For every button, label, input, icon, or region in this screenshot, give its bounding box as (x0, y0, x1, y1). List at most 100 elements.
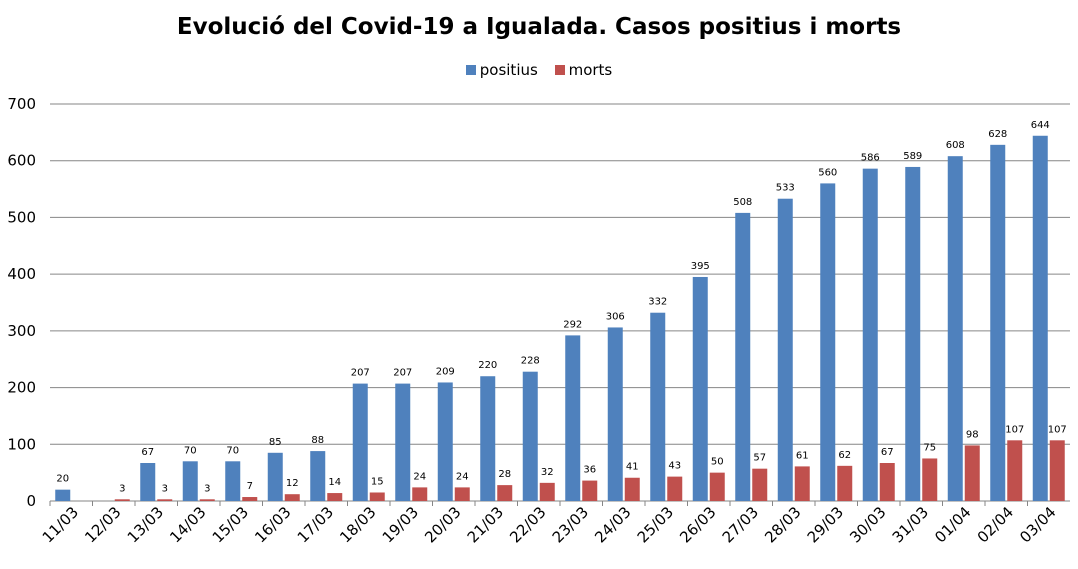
data-label-morts: 24 (413, 471, 426, 482)
bar-positius (650, 312, 666, 501)
data-label-positius: 508 (733, 197, 752, 208)
x-tick-label: 30/03 (846, 503, 889, 546)
data-label-morts: 28 (498, 469, 511, 480)
bar-morts (242, 497, 258, 501)
x-tick-label: 16/03 (251, 503, 294, 546)
data-label-positius: 70 (184, 445, 197, 456)
bar-positius (140, 463, 156, 501)
data-label-positius: 220 (478, 360, 497, 371)
y-tick-label: 300 (7, 322, 36, 340)
bar-morts (1007, 440, 1023, 501)
data-label-positius: 306 (606, 311, 625, 322)
data-label-morts: 98 (966, 429, 979, 440)
x-tick-label: 17/03 (294, 503, 337, 546)
y-tick-label: 0 (26, 492, 36, 510)
data-label-morts: 107 (1048, 424, 1067, 435)
data-label-morts: 3 (162, 483, 168, 494)
data-label-positius: 395 (691, 261, 710, 272)
bar-positius (480, 376, 496, 501)
x-tick-label: 19/03 (379, 503, 422, 546)
data-label-positius: 20 (56, 474, 69, 485)
bar-positius (522, 371, 538, 501)
data-label-morts: 14 (328, 477, 341, 488)
data-label-morts: 3 (204, 483, 210, 494)
data-label-positius: 207 (351, 368, 370, 379)
data-label-morts: 15 (371, 476, 384, 487)
bar-morts (539, 482, 555, 501)
bar-positius (862, 168, 878, 501)
bar-morts (284, 494, 300, 501)
x-tick-label: 29/03 (804, 503, 847, 546)
data-label-positius: 608 (946, 140, 965, 151)
bar-positius (182, 461, 198, 501)
bar-morts (327, 493, 343, 501)
x-tick-label: 13/03 (124, 503, 167, 546)
data-label-morts: 67 (881, 447, 894, 458)
y-tick-label: 100 (7, 435, 36, 453)
data-label-positius: 70 (226, 445, 239, 456)
bar-morts (412, 487, 428, 501)
x-tick-label: 31/03 (889, 503, 932, 546)
data-label-morts: 57 (753, 453, 766, 464)
chart-title: Evolució del Covid-19 a Igualada. Casos … (176, 14, 902, 40)
y-tick-label: 400 (7, 265, 36, 283)
bar-morts (157, 499, 173, 501)
data-label-morts: 41 (626, 462, 639, 473)
bar-positius (565, 335, 581, 501)
x-tick-label: 22/03 (506, 503, 549, 546)
data-label-morts: 62 (838, 450, 851, 461)
data-label-positius: 85 (269, 437, 282, 448)
bar-morts (497, 485, 513, 501)
data-label-positius: 209 (436, 366, 455, 377)
x-tick-label: 18/03 (336, 503, 379, 546)
bar-morts (1049, 440, 1065, 501)
data-label-positius: 560 (818, 167, 837, 178)
x-tick-label: 23/03 (549, 503, 592, 546)
legend-label-morts: morts (568, 61, 613, 79)
data-label-morts: 7 (247, 481, 253, 492)
bar-morts (114, 499, 130, 501)
data-label-morts: 50 (711, 457, 724, 468)
bar-positius (310, 451, 326, 501)
data-label-positius: 228 (521, 356, 540, 367)
x-tick-label: 01/04 (931, 503, 974, 546)
data-label-morts: 32 (541, 467, 554, 478)
bar-positius (735, 212, 751, 502)
x-tick-label: 28/03 (761, 503, 804, 546)
bar-positius (947, 156, 963, 502)
bar-morts (837, 465, 853, 501)
x-tick-label: 21/03 (464, 503, 507, 546)
bar-morts (964, 445, 980, 501)
y-tick-label: 700 (7, 95, 36, 113)
bar-morts (199, 499, 215, 501)
data-label-morts: 24 (456, 471, 469, 482)
data-label-morts: 36 (583, 465, 596, 476)
legend-item-positius: positius (465, 61, 538, 79)
data-label-morts: 12 (286, 478, 299, 489)
data-label-positius: 589 (903, 151, 922, 162)
bar-positius (692, 276, 708, 501)
x-tick-label: 25/03 (634, 503, 677, 546)
bar-morts (624, 477, 640, 501)
data-label-morts: 3 (119, 483, 125, 494)
x-tick-label: 12/03 (81, 503, 124, 546)
data-label-positius: 332 (648, 297, 667, 308)
bar-morts (369, 492, 385, 501)
data-label-positius: 88 (311, 435, 324, 446)
x-tick-label: 26/03 (676, 503, 719, 546)
bar-morts (667, 476, 683, 501)
y-tick-label: 200 (7, 379, 36, 397)
data-label-morts: 75 (923, 442, 936, 453)
bar-morts (454, 487, 470, 501)
bar-positius (352, 383, 368, 501)
y-tick-label: 500 (7, 208, 36, 226)
legend-item-morts: morts (554, 61, 613, 79)
x-tick-label: 27/03 (719, 503, 762, 546)
bar-morts (794, 466, 810, 501)
legend-label-positius: positius (479, 61, 538, 79)
x-tick-label: 20/03 (421, 503, 464, 546)
data-label-positius: 207 (393, 368, 412, 379)
data-label-morts: 61 (796, 450, 809, 461)
legend-swatch-positius (465, 65, 476, 75)
data-label-positius: 586 (861, 153, 880, 164)
